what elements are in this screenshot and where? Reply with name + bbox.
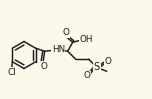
- Text: O: O: [105, 57, 112, 66]
- Text: O: O: [62, 28, 69, 37]
- Text: HN: HN: [52, 45, 65, 54]
- Text: O: O: [83, 71, 90, 80]
- Text: OH: OH: [80, 35, 93, 44]
- Text: S: S: [94, 62, 100, 72]
- Text: O: O: [40, 62, 47, 71]
- Text: Cl: Cl: [7, 68, 16, 77]
